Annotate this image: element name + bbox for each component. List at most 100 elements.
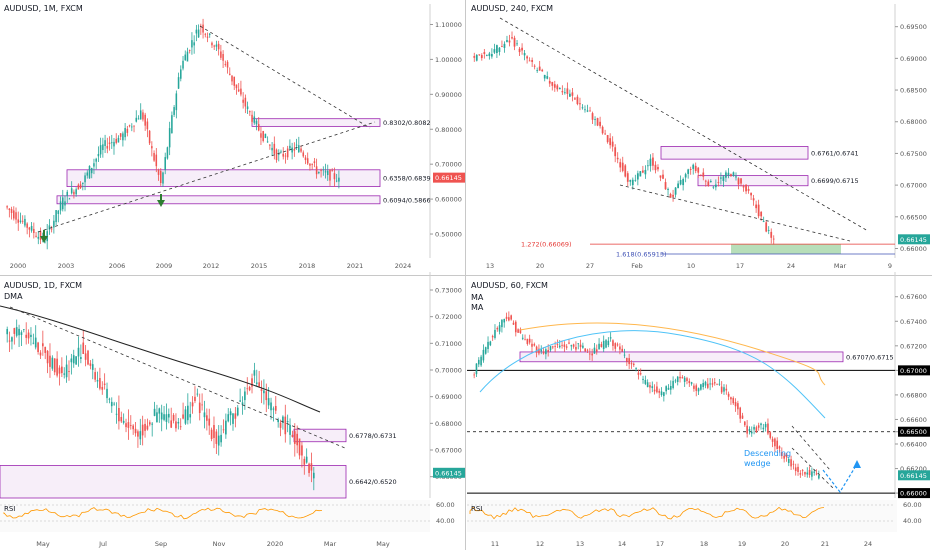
- zone-box: [293, 428, 347, 443]
- candle-body: [224, 64, 227, 65]
- candle-body: [272, 408, 275, 410]
- candle-body: [68, 371, 70, 372]
- candle-body: [747, 189, 750, 191]
- x-tick-label: May: [36, 540, 50, 548]
- candle-body: [683, 377, 686, 382]
- candle-body: [707, 181, 710, 186]
- candle-body: [37, 342, 39, 353]
- candle-body: [27, 332, 30, 339]
- y-tick-label: 0.69500: [900, 23, 927, 31]
- candle-body: [631, 179, 634, 186]
- candle-body: [596, 118, 599, 126]
- candle-body: [239, 400, 241, 402]
- candle-body: [103, 383, 106, 385]
- candle-body: [284, 155, 287, 157]
- candle-body: [241, 402, 244, 405]
- candle-body: [213, 425, 215, 438]
- candle-body: [58, 367, 61, 374]
- candle-body: [570, 345, 573, 347]
- candle-body: [591, 113, 594, 120]
- candle-body: [180, 69, 182, 79]
- candle-body: [659, 175, 662, 178]
- candle-body: [667, 387, 670, 390]
- candle-body: [293, 431, 296, 444]
- candle-body: [694, 165, 697, 171]
- candle-body: [48, 225, 51, 230]
- candle-body: [483, 52, 486, 54]
- y-tick-label: 0.67400: [900, 318, 927, 326]
- candle-body: [804, 471, 806, 475]
- candle-body: [662, 174, 664, 179]
- last-price-label: 0.66145: [435, 174, 462, 182]
- candle-body: [720, 386, 723, 393]
- y-tick-label: 0.67000: [435, 447, 462, 455]
- candle-body: [286, 148, 289, 158]
- candle-body: [331, 170, 333, 172]
- candle-body: [535, 346, 538, 353]
- candle-body: [767, 230, 770, 231]
- candle-body: [606, 135, 609, 143]
- annotation-line-1: Descending: [744, 449, 791, 458]
- candle-body: [574, 98, 576, 100]
- candle-body: [157, 169, 160, 175]
- candle-body: [132, 425, 134, 430]
- candle-body: [563, 344, 566, 347]
- x-tick-label: Mar: [834, 262, 847, 270]
- y-tick-label: 0.66800: [900, 391, 927, 399]
- candle-body: [639, 171, 642, 177]
- candle-body: [84, 353, 87, 360]
- candle-body: [762, 221, 765, 222]
- candle-body: [732, 398, 735, 404]
- candle-body: [475, 54, 478, 61]
- x-tick-label: 2024: [395, 262, 412, 270]
- candle-body: [745, 184, 747, 192]
- candle-body: [769, 432, 772, 438]
- candle-body: [734, 402, 737, 407]
- zone-label: 0.6778/0.6731: [349, 432, 397, 440]
- zone-label: 0.8302/0.8082: [383, 119, 431, 127]
- candle-body: [260, 133, 262, 138]
- candle-body: [505, 316, 508, 319]
- candle-body: [95, 158, 97, 162]
- candle-body: [676, 376, 679, 382]
- candle-body: [528, 60, 531, 62]
- candle-body: [302, 152, 305, 157]
- candle-body: [255, 120, 258, 125]
- candle-body: [53, 358, 56, 373]
- candle-body: [25, 334, 28, 338]
- candle-body: [235, 84, 238, 89]
- candle-body: [206, 36, 209, 38]
- candle-body: [512, 322, 515, 325]
- candle-body: [636, 173, 639, 180]
- candle-body: [607, 340, 610, 346]
- zone-box: [56, 195, 381, 205]
- candle-body: [576, 96, 579, 105]
- candle-body: [6, 206, 8, 208]
- y-tick-label: 0.67600: [900, 293, 927, 301]
- candle-body: [538, 348, 540, 354]
- candle-body: [663, 392, 665, 397]
- candle-body: [806, 472, 809, 475]
- rsi-tick-60-h1: 60.00: [903, 501, 922, 509]
- candle-body: [10, 209, 13, 214]
- candle-body: [700, 384, 702, 390]
- candle-body: [55, 210, 57, 223]
- candle-body: [647, 165, 649, 167]
- candle-body: [153, 408, 156, 416]
- x-tick-label: 17: [736, 262, 744, 270]
- candle-body: [482, 349, 485, 361]
- candle-body: [202, 24, 204, 33]
- level-tag: [898, 365, 930, 376]
- candle-body: [642, 378, 644, 380]
- candle-body: [293, 149, 296, 151]
- candle-body: [746, 425, 748, 434]
- candle-body: [533, 65, 536, 67]
- candle-body: [151, 146, 153, 149]
- candle-body: [118, 408, 120, 422]
- candle-body: [635, 368, 637, 369]
- wedge-upper-h1: [791, 425, 831, 471]
- candle-body: [170, 420, 173, 428]
- candle-body: [163, 414, 165, 420]
- candle-body: [699, 174, 702, 176]
- candle-body: [621, 348, 624, 352]
